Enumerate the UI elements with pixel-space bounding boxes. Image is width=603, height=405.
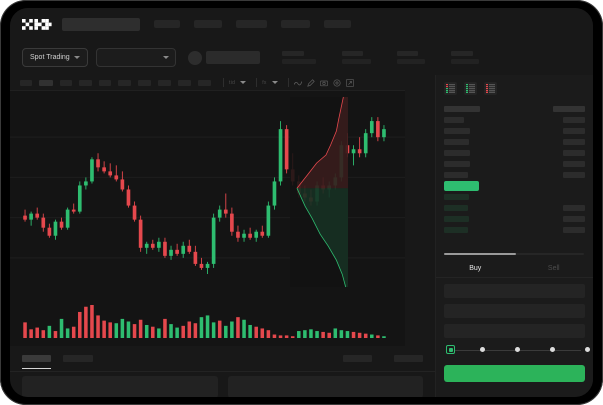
bottom-action-2[interactable] [394,355,423,362]
trade-side-tabs: Buy Sell [436,261,593,278]
orderbook-row[interactable] [444,158,585,169]
trading-mode-dropdown[interactable]: Spot Trading [22,48,88,67]
chevron-down-icon [162,56,169,59]
amount-slider[interactable] [446,344,590,358]
okx-logo-icon[interactable] [22,18,52,30]
orderbook-view-modes [436,75,593,101]
toolbar-divider [256,78,258,87]
orderbook[interactable] [436,101,593,255]
orderbook-scrollbar-thumb[interactable] [444,253,516,255]
orderbook-row[interactable] [444,213,585,224]
depth-chart-overlay [290,96,348,288]
orderbook-asks-icon[interactable] [484,82,497,95]
camera-icon[interactable] [319,79,328,87]
stat-block-3 [396,51,425,64]
settings-icon[interactable] [333,78,341,87]
orderbook-current-price-row [444,180,585,191]
orderbook-row[interactable] [444,114,585,125]
bottom-action-1[interactable] [343,355,372,362]
bottom-tab-1[interactable] [22,355,51,369]
compare-label[interactable]: fx [262,79,267,86]
stat-block-1 [281,51,316,64]
timeframe-7[interactable] [138,79,151,86]
tab-sell[interactable]: Sell [547,265,560,272]
orderbook-row[interactable] [444,147,585,158]
slider-handle-icon[interactable] [446,345,455,354]
bottom-tab-2[interactable] [63,355,93,362]
submit-buy-button[interactable] [444,365,585,382]
orders-panels [10,372,435,397]
chart-toolbar: tid fx [10,75,405,91]
nav-item-5[interactable] [324,20,351,28]
orders-tabstrip-actions [343,355,423,362]
indicator-label[interactable]: tid [229,79,236,86]
market-subheader: Spot Trading [10,40,593,75]
timeframe-8[interactable] [158,79,171,86]
orderbook-header-row [444,103,585,114]
toolbar-divider [223,78,224,87]
orderbook-row[interactable] [444,224,585,235]
orderbook-scrollbar[interactable] [444,253,584,255]
timeframe-3[interactable] [60,79,72,86]
nav-item-1[interactable] [154,20,180,28]
orders-tabstrip [10,346,435,372]
chevron-down-icon[interactable] [271,81,278,84]
orderbook-row[interactable] [444,191,585,202]
timeframe-6[interactable] [118,79,131,86]
coin-avatar-icon [187,50,202,65]
orderbook-both-icon[interactable] [444,82,457,95]
amount-slider-node[interactable] [585,347,590,352]
timeframe-4[interactable] [79,79,92,86]
toolbar-divider [287,78,289,87]
orderbook-bids-icon[interactable] [464,82,477,95]
screen: Spot Trading [10,8,593,397]
orders-panel-left[interactable] [22,376,218,397]
timeframe-10[interactable] [198,79,211,86]
trade-form [436,278,593,358]
price-chart[interactable] [10,91,405,298]
nav-item-3[interactable] [236,20,267,28]
amount-slider-track [448,350,581,351]
orderbook-row[interactable] [444,169,585,180]
trading-mode-label: Spot Trading [30,54,70,61]
amount-slider-node[interactable] [550,347,555,352]
order-price-field[interactable] [444,284,585,298]
stat-block-2 [341,51,371,64]
amount-slider-node[interactable] [480,347,485,352]
tab-buy[interactable]: Buy [469,265,482,272]
last-price-value [205,51,260,64]
orderbook-trade-column: Buy Sell [435,75,593,397]
chevron-down-icon[interactable] [240,81,247,84]
line-tool-icon[interactable] [293,79,302,87]
timeframe-9[interactable] [178,79,191,86]
pair-selector-dropdown[interactable] [95,48,176,67]
order-amount-field[interactable] [444,304,585,318]
timeframe-1[interactable] [20,79,32,86]
timeframe-5[interactable] [99,79,111,86]
chevron-down-icon [73,56,80,59]
orderbook-row[interactable] [444,202,585,213]
stat-block-4 [450,51,479,64]
volume-bars [23,305,386,338]
volume-chart [10,298,405,346]
nav-item-4[interactable] [281,20,310,28]
timeframe-2[interactable] [39,79,53,86]
pencil-icon[interactable] [306,78,315,87]
amount-slider-node[interactable] [515,347,520,352]
orderbook-row[interactable] [444,136,585,147]
fullscreen-icon[interactable] [345,78,354,87]
orderbook-row[interactable] [444,125,585,136]
orders-panel-right[interactable] [227,376,423,397]
order-total-field[interactable] [444,324,585,338]
nav-item-2[interactable] [194,20,222,28]
app-header [10,8,593,40]
search-input[interactable] [62,17,140,31]
